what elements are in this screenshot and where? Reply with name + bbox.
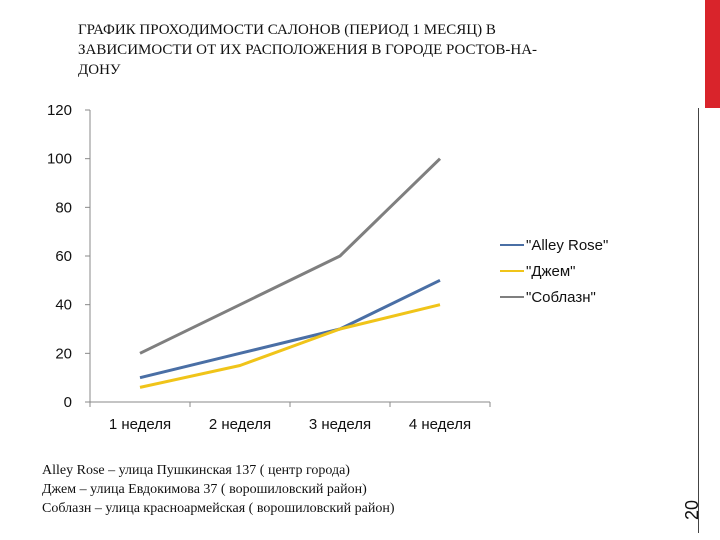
series-line xyxy=(139,278,441,380)
x-tick-label: 4 неделя xyxy=(409,416,471,433)
series-line xyxy=(139,303,441,389)
x-tick-label: 1 неделя xyxy=(109,416,171,433)
address-note: Соблазн – улица красноармейская ( вороши… xyxy=(42,501,395,516)
address-note: Alley Rose – улица Пушкинская 137 ( цент… xyxy=(42,463,350,478)
legend-label: "Alley Rose" xyxy=(526,236,609,254)
accent-bar xyxy=(705,0,720,108)
legend-swatch xyxy=(500,296,524,298)
x-tick-label: 2 неделя xyxy=(209,416,271,433)
legend-label: "Соблазн" xyxy=(526,288,596,306)
divider-line xyxy=(698,108,699,533)
y-tick-label: 80 xyxy=(55,199,72,216)
y-tick-label: 120 xyxy=(47,102,72,119)
x-tick-label: 3 неделя xyxy=(309,416,371,433)
legend-item: "Соблазн" xyxy=(500,284,608,310)
y-tick-label: 100 xyxy=(47,151,72,168)
salon-addresses: Alley Rose – улица Пушкинская 137 ( цент… xyxy=(42,461,394,518)
y-tick-label: 40 xyxy=(55,297,72,314)
y-tick-label: 60 xyxy=(55,248,72,265)
legend-label: "Джем" xyxy=(526,262,576,280)
address-note: Джем – улица Евдокимова 37 ( ворошиловск… xyxy=(42,482,367,497)
page-number: 20 xyxy=(682,499,702,520)
line-chart: 0 20 40 60 80 100 120 1 неделя 2 неделя 3 неделя 4… xyxy=(47,102,491,433)
legend-swatch xyxy=(500,244,524,246)
y-tick-label: 20 xyxy=(55,345,72,362)
y-tick-label: 0 xyxy=(64,394,72,411)
legend-swatch xyxy=(500,270,524,272)
chart-title: ГРАФИК ПРОХОДИМОСТИ САЛОНОВ (ПЕРИОД 1 МЕ… xyxy=(78,22,538,78)
chart-legend: "Alley Rose" "Джем" "Соблазн" xyxy=(500,232,608,310)
legend-item: "Alley Rose" xyxy=(500,232,608,258)
legend-item: "Джем" xyxy=(500,258,608,284)
series-line xyxy=(139,157,442,355)
